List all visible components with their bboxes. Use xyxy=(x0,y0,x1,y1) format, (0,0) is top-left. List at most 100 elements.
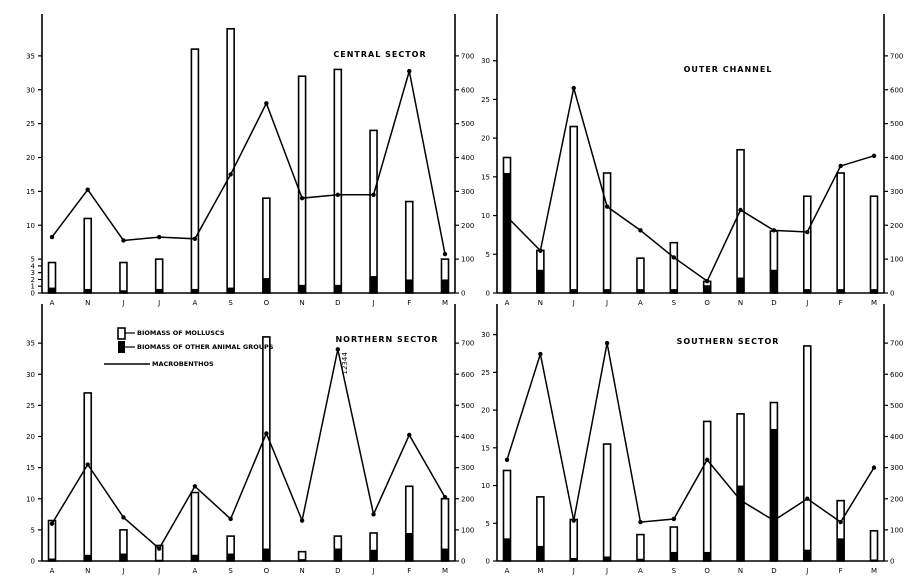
panel-title: CENTRAL SECTOR xyxy=(333,50,426,59)
other-groups-bar xyxy=(803,289,811,293)
right-tick-label: 500 xyxy=(461,120,474,128)
mollusc-bar xyxy=(669,241,679,294)
left-tick-label: 25 xyxy=(26,120,35,128)
other-groups-bar xyxy=(770,269,778,293)
macrobenthos-point xyxy=(805,229,810,235)
right-tick-label: 300 xyxy=(461,188,474,196)
macrobenthos-point xyxy=(604,204,610,209)
x-tick-label: O xyxy=(704,299,710,307)
macrobenthos-point xyxy=(228,516,233,522)
left-tick-label: 25 xyxy=(481,96,490,104)
left-tick-label: 3 xyxy=(31,269,35,277)
other-groups-bar xyxy=(837,289,845,293)
other-groups-bar xyxy=(870,289,878,293)
macrobenthos-point xyxy=(704,278,710,284)
macrobenthos-point xyxy=(407,68,412,74)
x-tick-label: F xyxy=(407,567,411,575)
left-tick-label: 5 xyxy=(31,256,35,264)
right-tick-label: 700 xyxy=(890,340,903,348)
left-tick-label: 30 xyxy=(481,331,490,339)
left-tick-label: 5 xyxy=(31,526,35,534)
x-tick-label: M xyxy=(442,299,448,307)
mollusc-bar xyxy=(83,392,93,562)
other-groups-bar xyxy=(603,289,611,293)
macrobenthos-line xyxy=(51,349,446,550)
macrobenthos-point xyxy=(805,496,810,501)
x-tick-label: J xyxy=(157,299,160,307)
panel-title: NORTHERN SECTOR xyxy=(335,335,438,344)
macrobenthos-point xyxy=(264,101,269,106)
mollusc-bar xyxy=(802,195,812,294)
other-groups-bar xyxy=(737,277,745,293)
macrobenthos-point xyxy=(49,234,55,240)
x-tick-label: J xyxy=(605,299,608,307)
chart-panel-1: 0123451015202530350100200300400500600700… xyxy=(26,14,474,307)
other-groups-bar xyxy=(370,549,378,561)
panel-title: OUTER CHANNEL xyxy=(684,65,773,74)
x-tick-label: D xyxy=(335,567,340,575)
x-tick-label: M xyxy=(871,567,877,575)
right-tick-label: 500 xyxy=(890,120,903,128)
macrobenthos-point xyxy=(571,518,576,523)
left-tick-label: 30 xyxy=(26,371,35,379)
macrobenthos-line xyxy=(506,87,875,283)
legend: BIOMASS OF MOLLUSCS BIOMASS OF OTHER ANIM… xyxy=(104,327,274,368)
mollusc-bar xyxy=(154,258,164,294)
other-groups-bar xyxy=(603,556,611,561)
x-tick-label: J xyxy=(805,299,808,307)
x-tick-label: J xyxy=(121,567,124,575)
mollusc-bar xyxy=(569,125,579,294)
x-tick-label: S xyxy=(228,299,233,307)
chart-panel-3: 0 5 10 15 20 25 30 35 0 100 200 300 400 500 600 700 A N J J… xyxy=(26,304,474,575)
x-tick-label: A xyxy=(505,299,510,307)
macrobenthos-point xyxy=(871,153,877,159)
left-tick-label: 10 xyxy=(481,482,490,490)
mollusc-bar xyxy=(869,195,879,294)
right-tick-label: 100 xyxy=(461,256,474,264)
x-tick-label: O xyxy=(264,567,270,575)
macrobenthos-point xyxy=(299,518,305,523)
left-tick-label: 15 xyxy=(481,444,490,452)
mollusc-bar xyxy=(736,148,745,294)
x-tick-label: M xyxy=(537,567,543,575)
other-groups-bar xyxy=(536,545,544,561)
other-groups-bar xyxy=(227,553,235,561)
right-tick-label: 0 xyxy=(461,290,465,298)
x-tick-label: J xyxy=(572,567,575,575)
left-tick-label: 15 xyxy=(481,173,490,181)
other-groups-bar xyxy=(670,551,678,561)
macrobenthos-point xyxy=(504,457,510,463)
left-tick-label: 30 xyxy=(481,57,490,65)
macrobenthos-point xyxy=(604,340,610,346)
macrobenthos-point xyxy=(638,228,643,233)
x-tick-label: F xyxy=(839,567,843,575)
right-tick-label: 600 xyxy=(461,371,474,379)
other-groups-bar xyxy=(770,428,778,561)
x-tick-label: J xyxy=(372,567,375,575)
x-tick-label: J xyxy=(372,299,375,307)
macrobenthos-line xyxy=(506,342,875,524)
left-tick-label: 25 xyxy=(26,402,35,410)
right-tick-label: 400 xyxy=(890,433,903,441)
macrobenthos-point xyxy=(299,195,305,201)
other-groups-bar xyxy=(191,554,199,561)
other-groups-bar xyxy=(803,549,811,561)
mollusc-bar xyxy=(369,129,378,294)
mollusc-bar xyxy=(297,75,307,294)
other-groups-bar xyxy=(703,285,711,293)
right-tick-label: 600 xyxy=(890,371,903,379)
mollusc-bar xyxy=(802,345,812,562)
macrobenthos-point xyxy=(371,512,376,517)
left-tick-label: 15 xyxy=(26,464,35,472)
mollusc-bar xyxy=(836,172,845,294)
macrobenthos-point xyxy=(371,192,376,197)
right-tick-label: 200 xyxy=(890,222,903,230)
x-tick-label: F xyxy=(407,299,411,307)
x-tick-label: M xyxy=(442,567,448,575)
other-groups-bar xyxy=(636,289,644,293)
other-groups-bar xyxy=(370,276,378,293)
right-tick-label: 400 xyxy=(890,154,903,162)
mollusc-bar xyxy=(404,200,414,294)
macrobenthos-point xyxy=(571,85,576,91)
other-groups-bar xyxy=(441,548,449,561)
